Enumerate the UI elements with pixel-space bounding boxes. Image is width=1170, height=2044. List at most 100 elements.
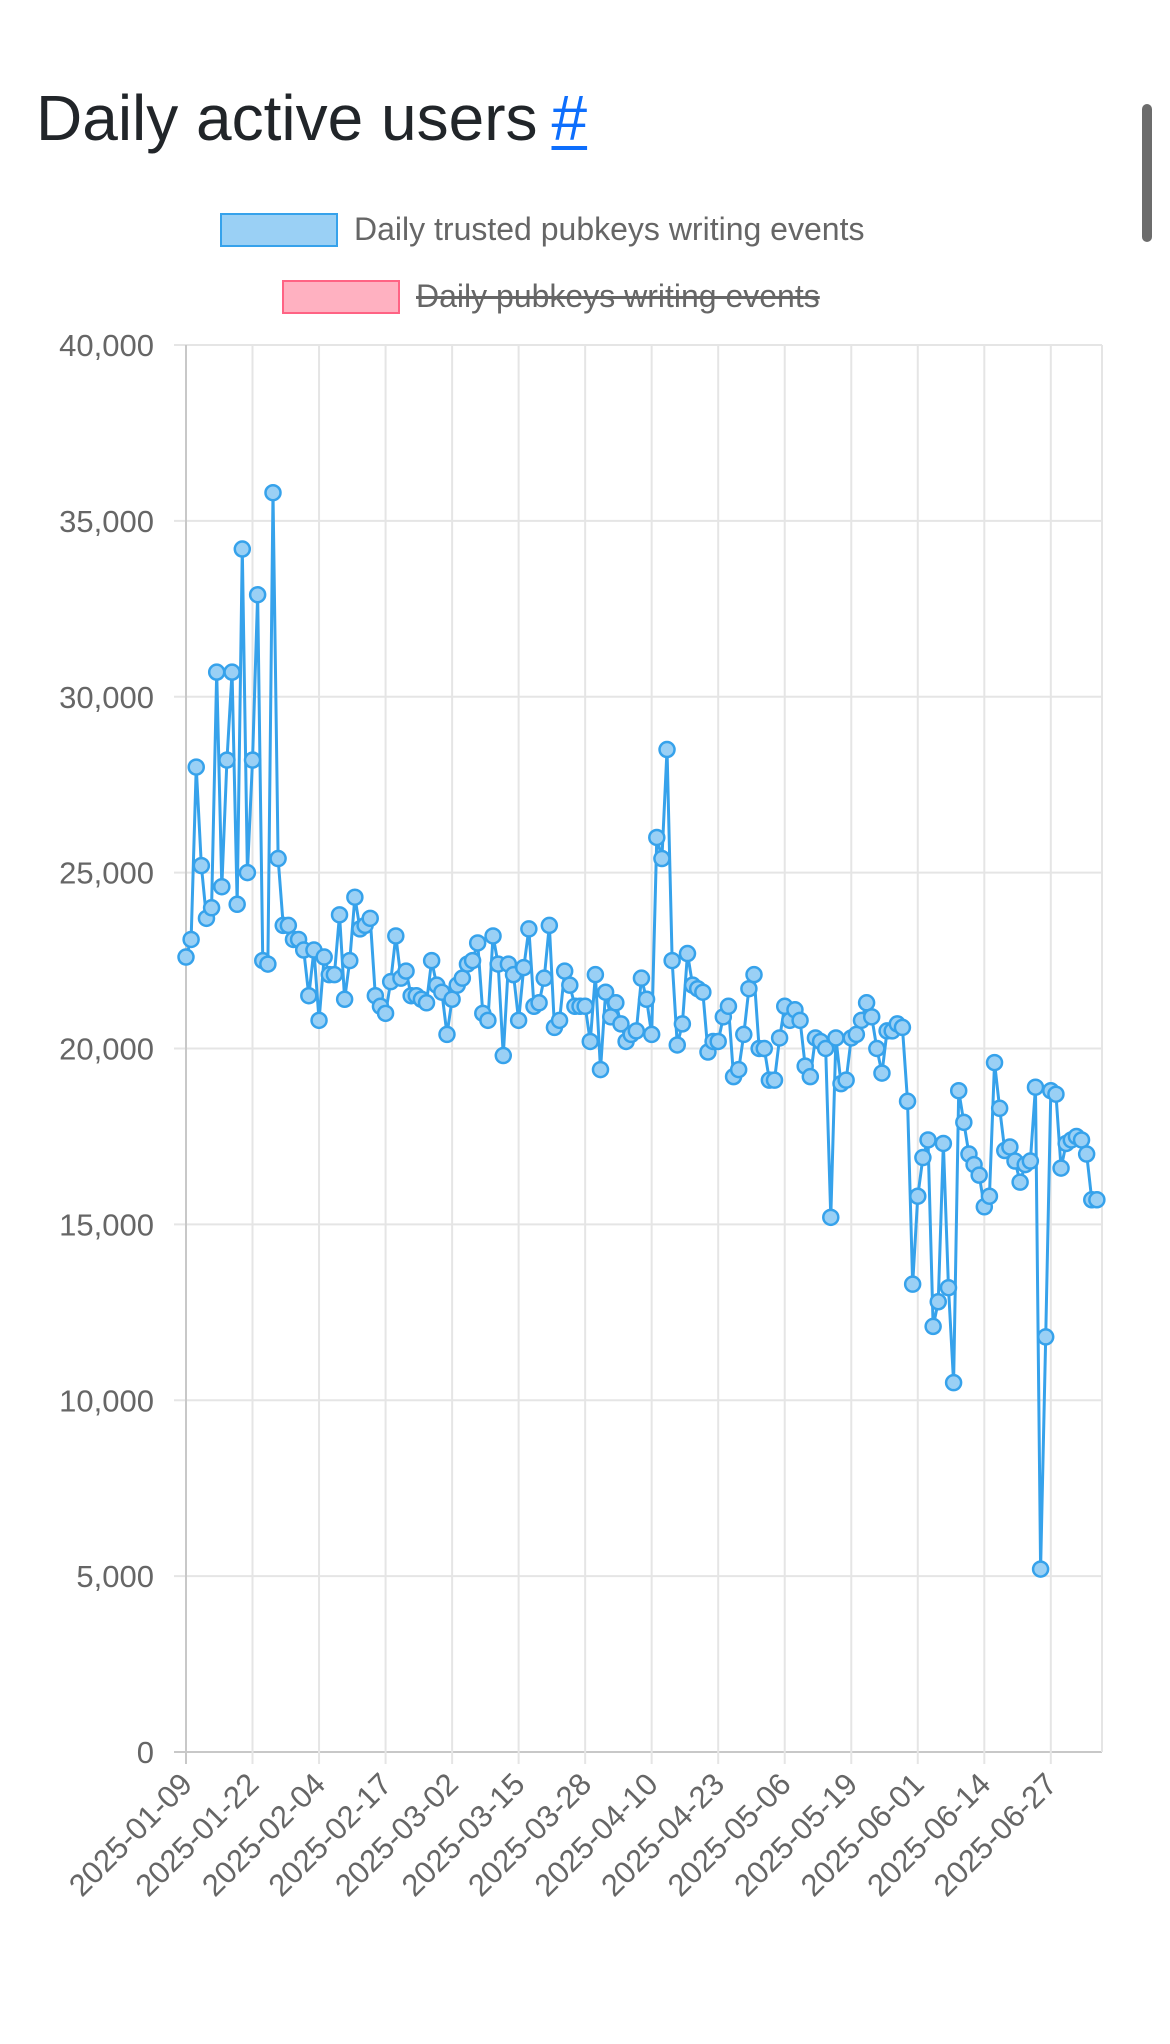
data-point <box>857 994 876 1012</box>
data-point <box>417 994 436 1012</box>
data-point <box>719 997 738 1016</box>
page-title: Daily active users # <box>36 80 587 157</box>
data-point <box>632 969 651 987</box>
page-title-text: Daily active users <box>36 82 538 154</box>
data-point <box>873 1064 891 1082</box>
data-point <box>770 1029 789 1047</box>
data-point <box>1088 1191 1106 1209</box>
data-point <box>315 948 333 966</box>
data-point <box>955 1113 973 1132</box>
legend-item-all-pubkeys[interactable]: Daily pubkeys writing events <box>282 278 820 315</box>
legend-swatch-all <box>282 279 400 314</box>
data-point <box>182 930 200 949</box>
data-point <box>970 1166 988 1184</box>
data-point <box>207 663 226 681</box>
data-point <box>648 828 666 847</box>
data-point <box>1077 1145 1096 1163</box>
data-point <box>243 751 262 769</box>
data-point <box>822 1208 840 1227</box>
data-point <box>949 1081 968 1100</box>
data-point <box>376 1004 395 1023</box>
data-point <box>540 916 559 935</box>
data-point <box>509 1011 528 1030</box>
data-point <box>909 1187 927 1205</box>
data-point <box>944 1373 963 1392</box>
data-point <box>673 1015 692 1033</box>
data-point <box>330 906 349 924</box>
data-point <box>658 740 676 759</box>
y-tick-label: 10,000 <box>59 1383 154 1418</box>
data-point <box>218 751 236 769</box>
data-point <box>903 1275 922 1293</box>
data-point <box>914 1148 932 1167</box>
data-point <box>202 899 221 917</box>
data-point <box>1052 1159 1070 1177</box>
data-point <box>479 1011 497 1030</box>
data-point <box>668 1036 687 1054</box>
scrollbar-thumb[interactable] <box>1142 104 1152 242</box>
data-point <box>520 920 538 938</box>
data-point <box>1072 1131 1091 1149</box>
data-point <box>213 877 231 896</box>
data-point <box>187 758 205 776</box>
y-tick-label: 25,000 <box>59 856 154 891</box>
data-point <box>535 969 553 987</box>
legend-swatch-trusted <box>220 212 338 247</box>
data-point <box>228 895 246 914</box>
data-point <box>1021 1152 1040 1170</box>
data-point <box>1011 1173 1029 1191</box>
permalink-anchor[interactable]: # <box>551 82 588 154</box>
data-point <box>612 1015 630 1033</box>
data-point <box>1001 1138 1019 1156</box>
y-tick-label: 35,000 <box>59 504 154 539</box>
data-point <box>827 1029 845 1047</box>
data-point <box>607 994 625 1012</box>
data-point <box>468 934 487 952</box>
data-point <box>463 951 482 970</box>
data-point <box>980 1187 999 1205</box>
data-point <box>729 1060 748 1079</box>
legend-item-trusted-pubkeys[interactable]: Daily trusted pubkeys writing events <box>220 211 864 248</box>
data-point <box>223 663 241 681</box>
data-point <box>868 1039 886 1058</box>
data-point <box>586 965 605 984</box>
data-point <box>310 1011 328 1030</box>
data-point <box>990 1099 1009 1118</box>
y-tick-label: 40,000 <box>59 328 154 363</box>
data-point <box>755 1039 774 1058</box>
data-point <box>335 990 354 1009</box>
data-point <box>596 983 615 1001</box>
data-point <box>269 849 287 868</box>
data-point <box>484 927 502 945</box>
data-point <box>361 909 379 928</box>
data-point <box>663 951 681 970</box>
y-tick-label: 20,000 <box>59 1032 154 1067</box>
data-point <box>530 994 548 1012</box>
data-point <box>893 1018 912 1037</box>
data-point <box>637 990 656 1009</box>
data-point <box>494 1046 513 1065</box>
data-point <box>422 951 441 970</box>
y-tick-label: 5,000 <box>76 1559 154 1594</box>
data-point <box>561 976 579 994</box>
data-point <box>259 955 277 973</box>
data-point <box>341 951 359 970</box>
data-point <box>264 483 282 502</box>
data-point <box>1036 1328 1055 1346</box>
y-tick-label: 15,000 <box>59 1207 154 1242</box>
data-point <box>233 540 252 558</box>
data-point <box>453 969 472 987</box>
data-point <box>801 1067 820 1086</box>
data-point <box>387 927 405 945</box>
data-point <box>653 849 671 868</box>
data-point <box>847 1025 866 1044</box>
data-point <box>279 916 298 935</box>
data-point <box>1031 1560 1050 1578</box>
data-point <box>735 1025 753 1044</box>
data-point <box>934 1134 953 1153</box>
data-point <box>248 585 267 604</box>
data-point <box>745 965 763 984</box>
legend-label-trusted: Daily trusted pubkeys writing events <box>354 211 865 247</box>
data-point <box>514 958 533 977</box>
